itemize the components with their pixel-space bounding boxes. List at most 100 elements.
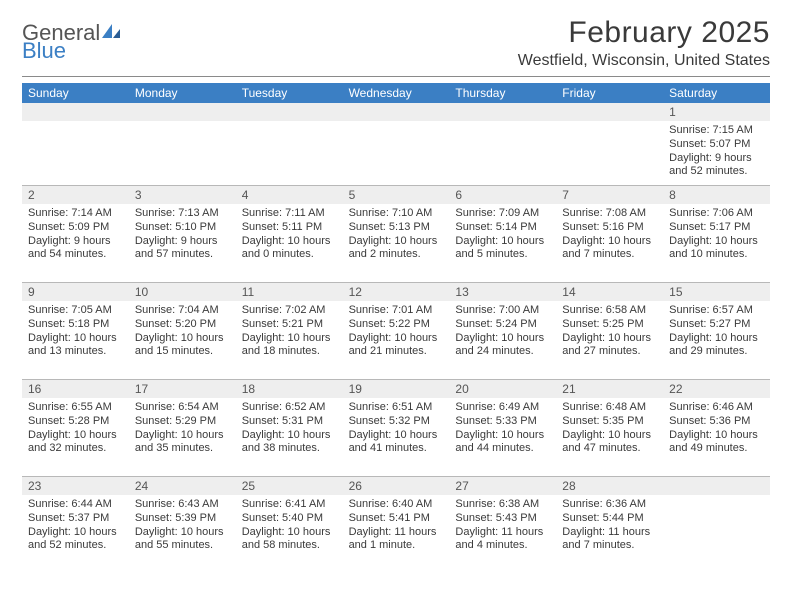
daylight-text: and 29 minutes. [669,345,764,359]
day-number: 27 [449,477,556,495]
daylight-text: Daylight: 10 hours [562,429,657,443]
day-number-row: 232425262728 [22,476,770,495]
daylight-text: Daylight: 10 hours [669,429,764,443]
sunrise-text: Sunrise: 7:15 AM [669,124,764,138]
logo: General Blue [22,22,122,62]
sunrise-text: Sunrise: 6:40 AM [349,498,444,512]
sunrise-text: Sunrise: 6:55 AM [28,401,123,415]
sunrise-text: Sunrise: 6:54 AM [135,401,230,415]
daylight-text: and 7 minutes. [562,539,657,553]
daylight-text: Daylight: 10 hours [28,332,123,346]
sunset-text: Sunset: 5:10 PM [135,221,230,235]
day-cell: Sunrise: 7:13 AMSunset: 5:10 PMDaylight:… [129,204,236,282]
daylight-text: and 52 minutes. [669,165,764,179]
sunset-text: Sunset: 5:31 PM [242,415,337,429]
day-cell: Sunrise: 7:01 AMSunset: 5:22 PMDaylight:… [343,301,450,379]
sunset-text: Sunset: 5:43 PM [455,512,550,526]
daylight-text: Daylight: 10 hours [669,332,764,346]
sunrise-text: Sunrise: 6:49 AM [455,401,550,415]
daylight-text: Daylight: 9 hours [28,235,123,249]
daylight-text: and 2 minutes. [349,248,444,262]
daylight-text: and 5 minutes. [455,248,550,262]
daylight-text: Daylight: 10 hours [349,429,444,443]
sunset-text: Sunset: 5:44 PM [562,512,657,526]
sunset-text: Sunset: 5:24 PM [455,318,550,332]
day-cell [449,121,556,185]
day-cell: Sunrise: 6:49 AMSunset: 5:33 PMDaylight:… [449,398,556,476]
day-number: 20 [449,380,556,398]
day-number [343,103,450,121]
weekday-header: Wednesday [343,83,450,103]
day-cell: Sunrise: 6:58 AMSunset: 5:25 PMDaylight:… [556,301,663,379]
day-cell: Sunrise: 6:57 AMSunset: 5:27 PMDaylight:… [663,301,770,379]
daylight-text: and 47 minutes. [562,442,657,456]
sunset-text: Sunset: 5:32 PM [349,415,444,429]
sunrise-text: Sunrise: 6:38 AM [455,498,550,512]
daylight-text: Daylight: 10 hours [242,526,337,540]
weekday-header: Tuesday [236,83,343,103]
sunset-text: Sunset: 5:39 PM [135,512,230,526]
weekday-header: Friday [556,83,663,103]
weekday-header: Saturday [663,83,770,103]
daylight-text: Daylight: 10 hours [455,235,550,249]
day-number: 18 [236,380,343,398]
day-number: 23 [22,477,129,495]
daylight-text: Daylight: 10 hours [562,235,657,249]
daylight-text: Daylight: 10 hours [242,332,337,346]
day-cell: Sunrise: 6:46 AMSunset: 5:36 PMDaylight:… [663,398,770,476]
sunset-text: Sunset: 5:36 PM [669,415,764,429]
daylight-text: and 1 minute. [349,539,444,553]
day-number [22,103,129,121]
daylight-text: Daylight: 10 hours [669,235,764,249]
day-info-row: Sunrise: 7:05 AMSunset: 5:18 PMDaylight:… [22,301,770,379]
day-cell: Sunrise: 7:05 AMSunset: 5:18 PMDaylight:… [22,301,129,379]
daylight-text: Daylight: 11 hours [562,526,657,540]
day-number-row: 9101112131415 [22,282,770,301]
day-number: 10 [129,283,236,301]
daylight-text: Daylight: 10 hours [28,526,123,540]
day-number: 16 [22,380,129,398]
day-number: 1 [663,103,770,121]
daylight-text: Daylight: 10 hours [349,332,444,346]
page-header: General Blue February 2025 Westfield, Wi… [22,16,770,70]
day-cell: Sunrise: 6:54 AMSunset: 5:29 PMDaylight:… [129,398,236,476]
daylight-text: and 57 minutes. [135,248,230,262]
sunset-text: Sunset: 5:33 PM [455,415,550,429]
sunrise-text: Sunrise: 7:04 AM [135,304,230,318]
sunset-text: Sunset: 5:13 PM [349,221,444,235]
day-cell: Sunrise: 6:41 AMSunset: 5:40 PMDaylight:… [236,495,343,573]
sunset-text: Sunset: 5:37 PM [28,512,123,526]
sunset-text: Sunset: 5:29 PM [135,415,230,429]
daylight-text: and 24 minutes. [455,345,550,359]
daylight-text: and 58 minutes. [242,539,337,553]
day-number: 24 [129,477,236,495]
day-cell: Sunrise: 7:10 AMSunset: 5:13 PMDaylight:… [343,204,450,282]
location: Westfield, Wisconsin, United States [518,52,770,70]
day-cell: Sunrise: 6:38 AMSunset: 5:43 PMDaylight:… [449,495,556,573]
daylight-text: Daylight: 10 hours [135,429,230,443]
day-cell: Sunrise: 6:51 AMSunset: 5:32 PMDaylight:… [343,398,450,476]
day-number [129,103,236,121]
day-number [236,103,343,121]
sunrise-text: Sunrise: 6:46 AM [669,401,764,415]
weekday-header-row: SundayMondayTuesdayWednesdayThursdayFrid… [22,83,770,103]
daylight-text: Daylight: 10 hours [28,429,123,443]
day-number: 6 [449,186,556,204]
sunrise-text: Sunrise: 7:13 AM [135,207,230,221]
day-number-row: 1 [22,103,770,121]
day-number: 25 [236,477,343,495]
day-number: 17 [129,380,236,398]
sunset-text: Sunset: 5:09 PM [28,221,123,235]
day-number [449,103,556,121]
day-cell: Sunrise: 6:43 AMSunset: 5:39 PMDaylight:… [129,495,236,573]
daylight-text: and 35 minutes. [135,442,230,456]
logo-sail-icon [100,22,122,44]
sunrise-text: Sunrise: 7:02 AM [242,304,337,318]
sunrise-text: Sunrise: 6:57 AM [669,304,764,318]
daylight-text: and 41 minutes. [349,442,444,456]
day-cell: Sunrise: 6:48 AMSunset: 5:35 PMDaylight:… [556,398,663,476]
sunrise-text: Sunrise: 7:01 AM [349,304,444,318]
day-info-row: Sunrise: 7:14 AMSunset: 5:09 PMDaylight:… [22,204,770,282]
day-number [663,477,770,495]
day-info-row: Sunrise: 6:55 AMSunset: 5:28 PMDaylight:… [22,398,770,476]
